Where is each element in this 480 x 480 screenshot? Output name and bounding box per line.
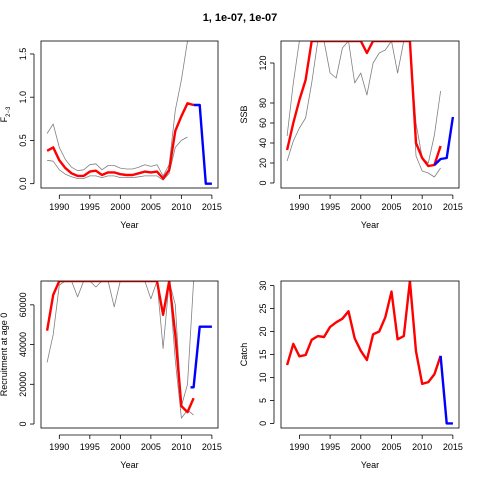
x-tick-label: 2010	[412, 442, 432, 452]
x-tick-label: 1995	[80, 202, 100, 212]
y-tick-label: 0	[258, 180, 268, 185]
series-line-forecast	[193, 103, 212, 185]
y-tick-label: 60000	[18, 292, 28, 317]
x-tick-label: 1990	[289, 202, 309, 212]
y-tick-label: 80	[258, 98, 268, 108]
y-tick-label: 0	[18, 422, 28, 427]
y-axis-label: SSB	[239, 105, 249, 123]
x-axis: 1990 1995 2000 2005 2010 2015	[289, 194, 463, 212]
series-line-upper	[46, 41, 188, 177]
x-tick-label: 1995	[80, 442, 100, 452]
series-line-estimate	[285, 281, 442, 386]
figure-title: 1, 1e-07, 1e-07	[203, 12, 278, 24]
x-tick-label: 2010	[171, 442, 191, 452]
y-axis: 0 5 10 15 20 25 30	[258, 281, 275, 426]
series-line-estimate	[46, 102, 194, 180]
y-tick-label: 15	[258, 349, 268, 359]
plot-frame	[40, 40, 219, 189]
series-line-forecast	[433, 116, 455, 166]
y-axis-label: Catch	[239, 343, 249, 367]
y-tick-label: 20000	[18, 372, 28, 397]
y-tick-label: 30	[258, 281, 268, 291]
series-line-forecast	[439, 355, 453, 425]
x-tick-label: 2000	[110, 442, 130, 452]
y-tick-label: 0	[258, 421, 268, 426]
x-tick-label: 1990	[49, 202, 69, 212]
series-line-forecast	[190, 325, 212, 389]
y-tick-label: 0.0	[18, 177, 28, 190]
x-axis-label: Year	[361, 460, 379, 470]
y-tick-label: 40000	[18, 332, 28, 357]
y-tick-label: 0.5	[18, 134, 28, 147]
x-tick-label: 1995	[320, 442, 340, 452]
y-axis-label: F2−3	[0, 106, 12, 122]
y-tick-label: 40	[258, 138, 268, 148]
x-tick-label: 2010	[412, 202, 432, 212]
x-tick-label: 2000	[351, 442, 371, 452]
x-tick-label: 1990	[49, 442, 69, 452]
x-axis: 1990 1995 2000 2005 2010 2015	[49, 434, 222, 452]
x-tick-label: 2005	[381, 442, 401, 452]
series-group	[285, 41, 455, 178]
y-axis: 0 20 40 60 80 120	[258, 55, 275, 186]
series-group	[46, 41, 212, 185]
x-tick-label: 1990	[289, 442, 309, 452]
y-tick-label: 20	[258, 327, 268, 337]
y-tick-label: 10	[258, 372, 268, 382]
y-tick-label: 5	[258, 398, 268, 403]
x-tick-label: 2015	[202, 442, 222, 452]
x-axis: 1990 1995 2000 2005 2010 2015	[289, 434, 463, 452]
x-axis-label: Year	[120, 220, 138, 230]
x-tick-label: 2005	[141, 442, 161, 452]
panel-ssb: 1990 1995 2000 2005 2010 2015 Year 0 20 40 60 80 120…	[239, 40, 463, 230]
x-tick-label: 2000	[351, 202, 371, 212]
y-axis-label-subscript: 2−3	[6, 106, 12, 117]
x-tick-label: 2015	[202, 202, 222, 212]
x-tick-label: 2010	[171, 202, 191, 212]
x-axis-label: Year	[361, 220, 379, 230]
panel-recruitment: 1990 1995 2000 2005 2010 2015 Year 0 20000 40000 6…	[0, 280, 222, 470]
series-group	[45, 281, 212, 419]
y-tick-label: 20	[258, 158, 268, 168]
y-axis-label-base: F	[0, 116, 9, 122]
y-tick-label: 1.5	[18, 48, 28, 61]
y-axis: 0.0 0.5 1.0 1.5	[18, 48, 35, 190]
x-tick-label: 2015	[443, 202, 463, 212]
plot-frame	[280, 40, 460, 189]
x-tick-label: 2005	[381, 202, 401, 212]
panel-catch: 1990 1995 2000 2005 2010 2015 Year 0 5 10 15 20 25 30…	[239, 281, 463, 470]
x-axis-label: Year	[120, 460, 138, 470]
y-axis-label: Recruitment at age 0	[0, 313, 9, 397]
panel-fishing-mortality: 1990 1995 2000 2005 2010 2015 Year 0.0 0.5 1.0 1.5…	[0, 40, 222, 230]
x-tick-label: 1995	[320, 202, 340, 212]
x-tick-label: 2005	[141, 202, 161, 212]
y-tick-label: 1.0	[18, 91, 28, 104]
x-tick-label: 2015	[443, 442, 463, 452]
series-line-estimate	[45, 281, 195, 414]
plot-frame	[280, 280, 460, 429]
y-tick-label: 60	[258, 118, 268, 128]
series-line-estimate	[285, 41, 442, 168]
plot-frame	[40, 280, 219, 429]
series-line-lower	[286, 41, 441, 178]
y-tick-label: 25	[258, 304, 268, 314]
y-axis: 0 20000 40000 60000	[18, 292, 35, 427]
x-axis: 1990 1995 2000 2005 2010 2015	[49, 194, 222, 212]
x-tick-label: 2000	[110, 202, 130, 212]
series-group	[285, 281, 453, 425]
y-tick-label: 120	[258, 55, 268, 70]
